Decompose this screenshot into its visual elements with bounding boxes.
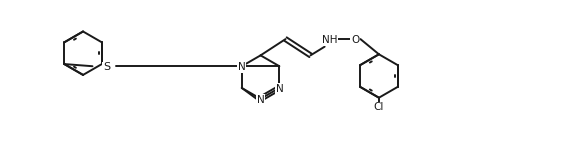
Text: NH: NH — [321, 35, 337, 45]
Text: Cl: Cl — [374, 102, 384, 112]
Text: N: N — [256, 95, 264, 105]
Text: N: N — [238, 62, 246, 72]
Text: O: O — [351, 35, 359, 45]
Text: S: S — [103, 62, 110, 72]
Text: N: N — [275, 84, 283, 94]
